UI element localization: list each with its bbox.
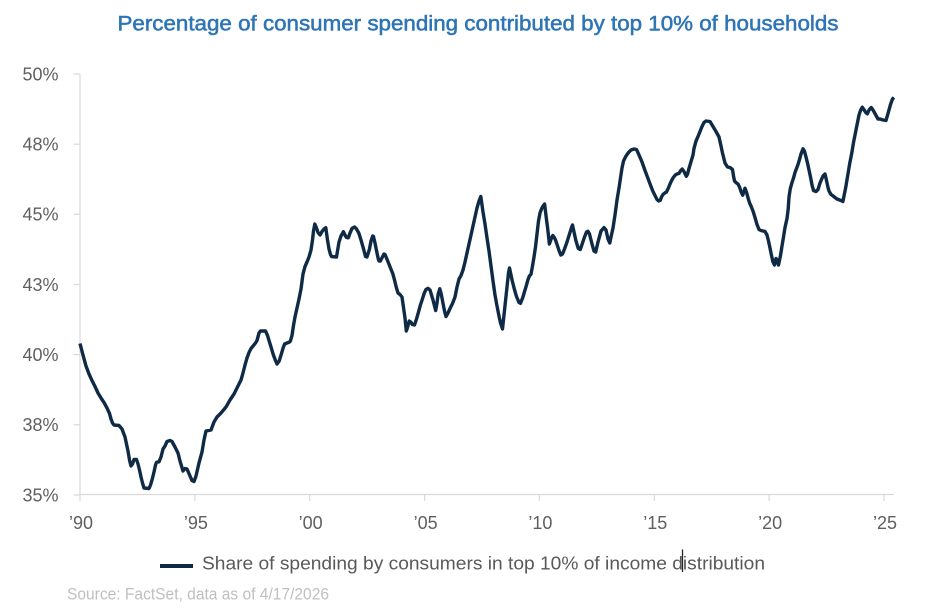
svg-text:43%: 43%: [22, 275, 58, 295]
svg-text:45%: 45%: [22, 205, 58, 225]
svg-text:Percentage of consumer spendin: Percentage of consumer spending contribu…: [118, 12, 839, 36]
svg-text:’15: ’15: [643, 513, 667, 533]
svg-text:’90: ’90: [69, 513, 93, 533]
svg-text:40%: 40%: [22, 345, 58, 365]
svg-text:’25: ’25: [873, 513, 897, 533]
svg-text:’05: ’05: [414, 513, 438, 533]
svg-text:Source: FactSet, data as of 4/: Source: FactSet, data as of 4/17/2026: [67, 586, 329, 604]
svg-text:48%: 48%: [22, 135, 58, 155]
svg-text:’20: ’20: [758, 513, 782, 533]
svg-text:’10: ’10: [528, 513, 552, 533]
svg-text:35%: 35%: [22, 485, 58, 505]
svg-text:’00: ’00: [299, 513, 323, 533]
svg-text:’95: ’95: [184, 513, 208, 533]
svg-text:50%: 50%: [22, 64, 58, 84]
svg-text:Share of spending by consumers: Share of spending by consumers in top 10…: [202, 554, 765, 574]
svg-text:38%: 38%: [22, 415, 58, 435]
